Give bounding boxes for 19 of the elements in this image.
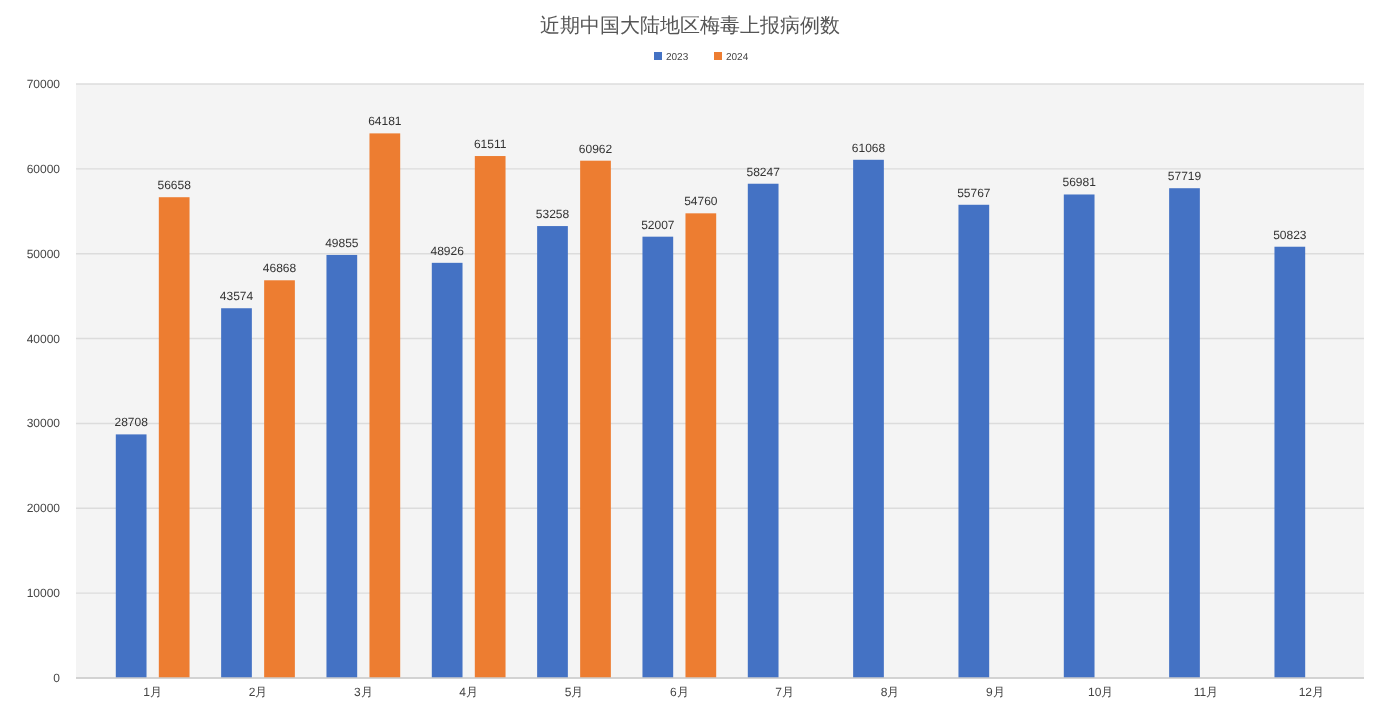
bar [158, 197, 190, 678]
bar [264, 280, 295, 678]
bar [369, 133, 401, 678]
bar [1274, 246, 1306, 678]
bar [221, 308, 252, 678]
bar [474, 156, 506, 678]
bar [1169, 188, 1200, 678]
bar [685, 213, 717, 678]
bar [537, 226, 568, 678]
bar [326, 254, 358, 678]
bar [115, 434, 147, 678]
bar [1063, 194, 1095, 678]
chart-title: 近期中国大陆地区梅毒上报病例数 [540, 14, 840, 38]
bar [747, 183, 779, 678]
bar [853, 159, 884, 678]
bar [431, 262, 463, 678]
bar [580, 160, 611, 678]
bar [958, 204, 990, 678]
bar [642, 236, 674, 678]
